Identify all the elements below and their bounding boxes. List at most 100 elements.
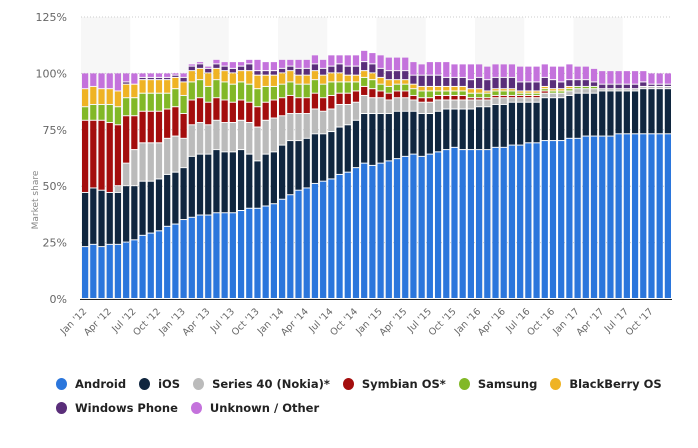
bar-segment-ios[interactable] bbox=[393, 111, 401, 159]
bar-segment-ios[interactable] bbox=[270, 152, 277, 204]
bar-segment-series-40-nokia[interactable] bbox=[311, 109, 319, 134]
bar-segment-windows-phone[interactable] bbox=[648, 84, 655, 86]
bar-segment-android[interactable] bbox=[139, 235, 146, 298]
bar-segment-android[interactable] bbox=[599, 136, 606, 298]
bar-segment-samsung[interactable] bbox=[287, 82, 294, 95]
bar-segment-windows-phone[interactable] bbox=[196, 64, 204, 68]
bar-segment-android[interactable] bbox=[377, 163, 384, 298]
bar-segment-blackberry-os[interactable] bbox=[139, 80, 146, 93]
bar-segment-ios[interactable] bbox=[139, 181, 146, 235]
bar-stack[interactable] bbox=[131, 73, 138, 298]
bar-segment-unknown-other[interactable] bbox=[459, 64, 466, 77]
bar-segment-android[interactable] bbox=[180, 220, 187, 298]
bar-segment-blackberry-os[interactable] bbox=[90, 86, 97, 104]
bar-segment-ios[interactable] bbox=[295, 141, 302, 190]
bar-segment-android[interactable] bbox=[623, 134, 630, 298]
bar-stack[interactable] bbox=[344, 55, 351, 298]
bar-segment-blackberry-os[interactable] bbox=[147, 80, 154, 93]
bar-segment-samsung[interactable] bbox=[82, 107, 89, 120]
bar-segment-samsung[interactable] bbox=[402, 84, 409, 91]
bar-segment-symbian-os[interactable] bbox=[114, 125, 122, 186]
bar-stack[interactable] bbox=[434, 62, 442, 298]
bar-segment-symbian-os[interactable] bbox=[418, 98, 425, 102]
bar-segment-ios[interactable] bbox=[525, 102, 532, 143]
bar-segment-blackberry-os[interactable] bbox=[98, 89, 105, 104]
bar-segment-samsung[interactable] bbox=[196, 80, 204, 98]
bar-segment-android[interactable] bbox=[196, 215, 204, 298]
bar-segment-ios[interactable] bbox=[377, 114, 384, 163]
bar-segment-ios[interactable] bbox=[237, 150, 245, 211]
bar-segment-symbian-os[interactable] bbox=[82, 120, 89, 192]
bar-segment-windows-phone[interactable] bbox=[221, 66, 228, 71]
bar-segment-samsung[interactable] bbox=[328, 82, 335, 95]
bar-segment-unknown-other[interactable] bbox=[640, 71, 647, 82]
bar-segment-samsung[interactable] bbox=[410, 89, 417, 95]
bar-segment-unknown-other[interactable] bbox=[279, 59, 286, 68]
bar-segment-samsung[interactable] bbox=[361, 77, 368, 86]
bar-segment-android[interactable] bbox=[352, 168, 360, 298]
bar-segment-unknown-other[interactable] bbox=[147, 73, 154, 77]
bar-segment-ios[interactable] bbox=[558, 98, 565, 141]
bar-segment-blackberry-os[interactable] bbox=[262, 75, 269, 86]
bar-segment-ios[interactable] bbox=[229, 152, 236, 213]
bar-segment-series-40-nokia[interactable] bbox=[246, 123, 253, 154]
bar-segment-unknown-other[interactable] bbox=[82, 73, 89, 89]
bar-segment-ios[interactable] bbox=[180, 168, 187, 220]
bar-segment-series-40-nokia[interactable] bbox=[664, 86, 671, 89]
bar-segment-series-40-nokia[interactable] bbox=[508, 98, 516, 102]
bar-segment-samsung[interactable] bbox=[377, 84, 384, 91]
bar-segment-windows-phone[interactable] bbox=[205, 68, 212, 73]
bar-segment-unknown-other[interactable] bbox=[533, 66, 540, 82]
bar-segment-ios[interactable] bbox=[492, 104, 499, 147]
bar-segment-symbian-os[interactable] bbox=[541, 91, 548, 93]
bar-stack[interactable] bbox=[558, 66, 565, 298]
bar-segment-windows-phone[interactable] bbox=[484, 80, 491, 91]
bar-segment-windows-phone[interactable] bbox=[164, 77, 171, 80]
bar-segment-windows-phone[interactable] bbox=[320, 68, 327, 75]
bar-segment-series-40-nokia[interactable] bbox=[377, 98, 384, 114]
bar-segment-android[interactable] bbox=[131, 240, 138, 298]
bar-stack[interactable] bbox=[631, 71, 639, 298]
bar-stack[interactable] bbox=[476, 64, 483, 298]
bar-segment-series-40-nokia[interactable] bbox=[114, 186, 122, 192]
bar-segment-windows-phone[interactable] bbox=[549, 80, 557, 89]
bar-segment-android[interactable] bbox=[640, 134, 647, 298]
bar-segment-windows-phone[interactable] bbox=[139, 77, 146, 80]
bar-segment-samsung[interactable] bbox=[147, 93, 154, 111]
bar-stack[interactable] bbox=[517, 66, 524, 298]
bar-segment-unknown-other[interactable] bbox=[484, 66, 491, 80]
bar-stack[interactable] bbox=[155, 73, 163, 298]
bar-segment-samsung[interactable] bbox=[229, 84, 236, 102]
bar-segment-unknown-other[interactable] bbox=[476, 64, 483, 77]
bar-segment-series-40-nokia[interactable] bbox=[434, 100, 442, 111]
bar-segment-windows-phone[interactable] bbox=[541, 77, 548, 86]
legend-item-symbian-os[interactable]: Symbian OS* bbox=[342, 377, 446, 391]
legend-item-unknown-other[interactable]: Unknown / Other bbox=[190, 401, 319, 415]
bar-segment-unknown-other[interactable] bbox=[615, 71, 622, 84]
bar-segment-blackberry-os[interactable] bbox=[123, 84, 130, 98]
bar-segment-series-40-nokia[interactable] bbox=[303, 114, 310, 138]
bar-segment-windows-phone[interactable] bbox=[451, 77, 458, 86]
bar-segment-android[interactable] bbox=[517, 145, 524, 298]
bar-segment-android[interactable] bbox=[418, 156, 425, 298]
bar-segment-windows-phone[interactable] bbox=[385, 71, 392, 80]
bar-stack[interactable] bbox=[459, 64, 466, 298]
bar-segment-symbian-os[interactable] bbox=[385, 93, 392, 100]
bar-stack[interactable] bbox=[385, 57, 392, 298]
bar-segment-series-40-nokia[interactable] bbox=[155, 143, 163, 179]
bar-stack[interactable] bbox=[188, 64, 195, 298]
bar-segment-samsung[interactable] bbox=[533, 93, 540, 95]
bar-segment-android[interactable] bbox=[213, 213, 220, 298]
bar-segment-windows-phone[interactable] bbox=[533, 82, 540, 91]
bar-segment-blackberry-os[interactable] bbox=[426, 86, 433, 91]
bar-stack[interactable] bbox=[246, 59, 253, 298]
bar-stack[interactable] bbox=[270, 62, 277, 298]
bar-segment-android[interactable] bbox=[98, 247, 105, 298]
bar-segment-unknown-other[interactable] bbox=[106, 73, 113, 89]
bar-stack[interactable] bbox=[139, 73, 146, 298]
bar-segment-series-40-nokia[interactable] bbox=[344, 104, 351, 125]
bar-segment-android[interactable] bbox=[615, 134, 622, 298]
bar-segment-blackberry-os[interactable] bbox=[287, 71, 294, 82]
bar-segment-series-40-nokia[interactable] bbox=[180, 138, 187, 168]
bar-segment-blackberry-os[interactable] bbox=[533, 91, 540, 93]
